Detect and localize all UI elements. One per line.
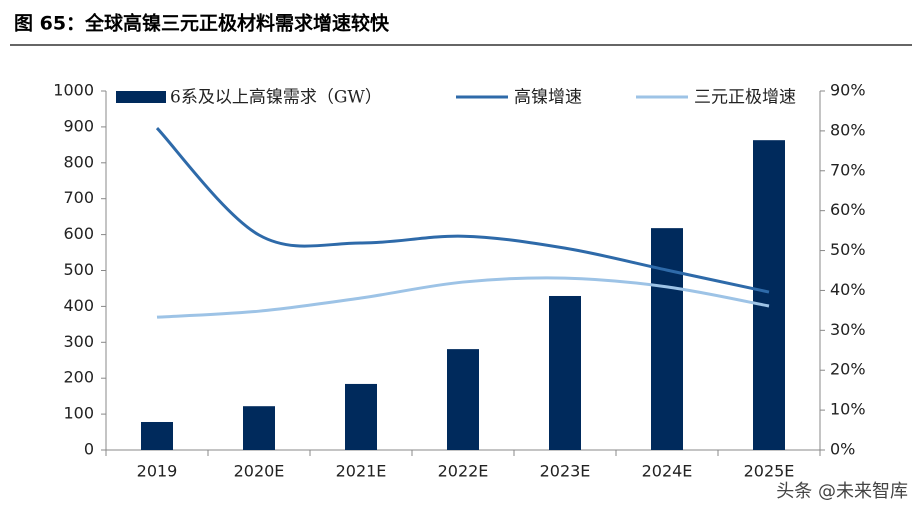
y-tick-label: 800 (63, 152, 94, 171)
x-tick-label: 2023E (540, 462, 591, 481)
line (156, 276, 770, 319)
x-tick-label: 2025E (744, 462, 795, 481)
y2-tick-label: 90% (830, 81, 866, 100)
line (155, 127, 770, 294)
chart-title: 图 65：全球高镍三元正极材料需求增速较快 (14, 12, 390, 35)
y-tick-label: 600 (63, 224, 94, 243)
legend-swatch (116, 91, 166, 103)
bar (753, 140, 785, 451)
bar (447, 349, 479, 450)
y2-tick-label: 50% (830, 240, 866, 259)
bar (243, 406, 275, 450)
y-tick-label: 900 (63, 116, 94, 135)
bar (345, 383, 377, 450)
y2-tick-label: 70% (830, 160, 866, 179)
y2-tick-label: 60% (830, 200, 866, 219)
bar (651, 228, 683, 450)
y2-tick-label: 30% (830, 320, 866, 339)
y-tick-label: 400 (63, 296, 94, 315)
y-tick-label: 300 (63, 332, 94, 351)
x-tick-label: 2021E (336, 462, 387, 481)
y-tick-label: 100 (63, 404, 94, 423)
watermark: 头条 @未来智库 (776, 481, 908, 502)
y-tick-label: 700 (63, 188, 94, 207)
bar (141, 421, 173, 450)
x-tick-label: 2022E (438, 462, 489, 481)
legend-label: 6系及以上高镍需求（GW） (170, 88, 382, 108)
bar (549, 295, 581, 450)
y2-tick-label: 0% (830, 440, 855, 459)
y-tick-label: 200 (63, 368, 94, 387)
x-tick-label: 2020E (234, 462, 285, 481)
x-tick-label: 2024E (642, 462, 693, 481)
x-tick-label: 2019 (137, 462, 178, 481)
y2-tick-label: 20% (830, 360, 866, 379)
legend-label: 三元正极增速 (694, 88, 796, 108)
legend-label: 高镍增速 (514, 88, 582, 108)
y-tick-label: 500 (63, 260, 94, 279)
y2-tick-label: 10% (830, 400, 866, 419)
y-tick-label: 0 (84, 440, 94, 459)
y2-tick-label: 80% (830, 120, 866, 139)
y-tick-label: 1000 (53, 81, 94, 100)
y2-tick-label: 40% (830, 280, 866, 299)
